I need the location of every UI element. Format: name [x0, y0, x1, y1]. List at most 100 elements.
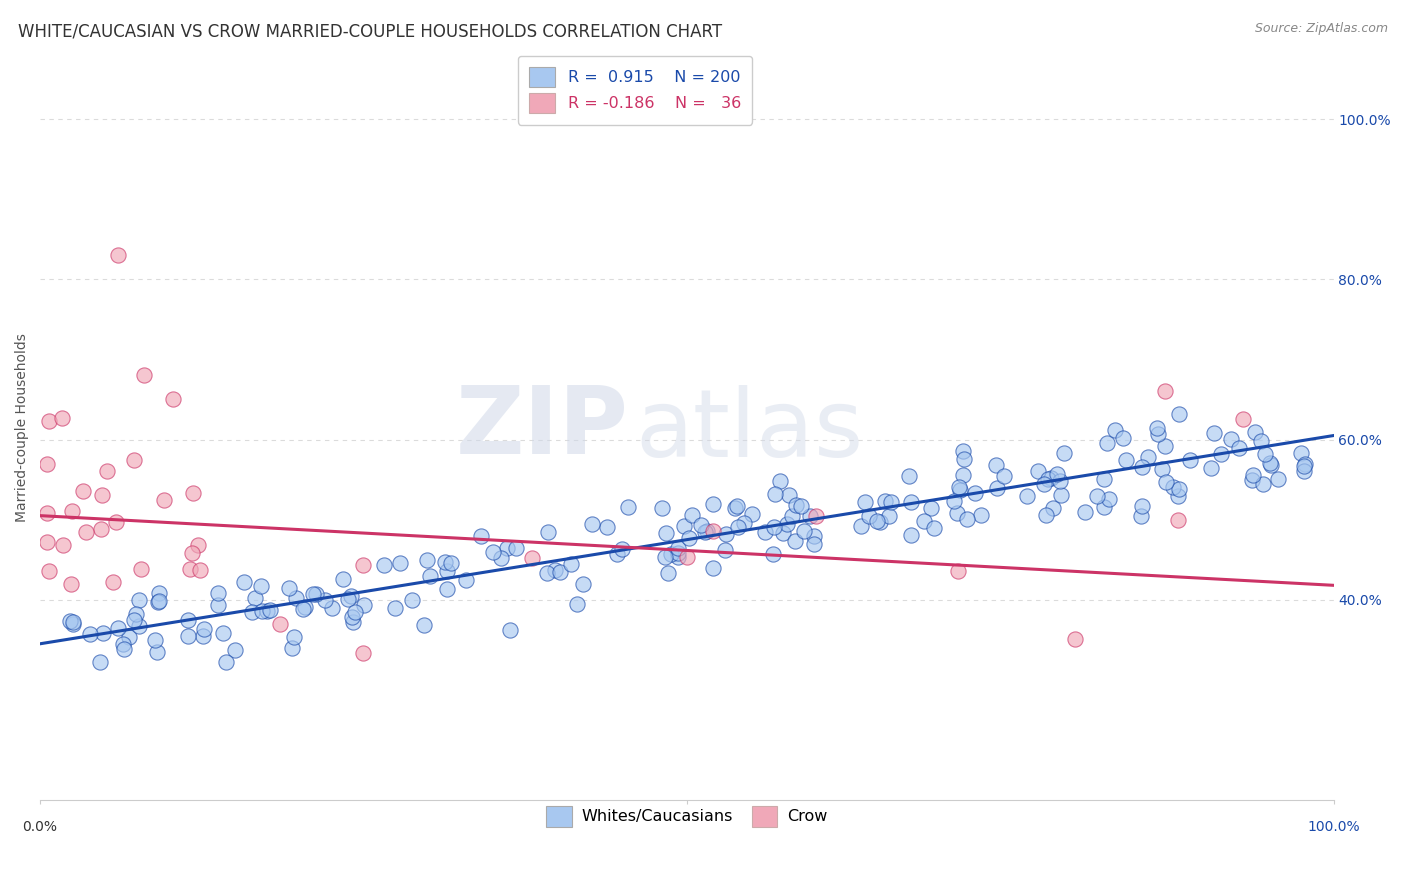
- Point: [606, 547, 628, 561]
- Point: [804, 509, 827, 524]
- Point: [35, 457, 58, 471]
- Point: [690, 518, 713, 533]
- Point: [35, 506, 58, 520]
- Point: [148, 586, 170, 600]
- Point: [1156, 475, 1178, 489]
- Point: [146, 595, 169, 609]
- Point: [1098, 492, 1121, 507]
- Point: [1241, 467, 1264, 482]
- Point: [52, 538, 75, 552]
- Y-axis label: Married-couple Households: Married-couple Households: [15, 333, 30, 522]
- Point: [415, 553, 437, 567]
- Point: [103, 575, 125, 590]
- Point: [440, 557, 463, 571]
- Point: [682, 508, 704, 522]
- Point: [949, 483, 972, 497]
- Point: [1254, 447, 1277, 461]
- Point: [1167, 408, 1189, 422]
- Point: [207, 598, 229, 612]
- Text: 100.0%: 100.0%: [1308, 820, 1360, 834]
- Point: [107, 248, 129, 262]
- Point: [1154, 439, 1177, 453]
- Point: [666, 549, 689, 564]
- Point: [277, 581, 299, 595]
- Point: [858, 509, 880, 524]
- Point: [1150, 462, 1173, 476]
- Point: [803, 529, 825, 543]
- Point: [269, 617, 291, 632]
- Point: [436, 582, 458, 596]
- Point: [772, 526, 794, 541]
- Point: [148, 594, 170, 608]
- Point: [912, 514, 935, 528]
- Point: [1204, 426, 1226, 441]
- Point: [790, 499, 813, 513]
- Point: [610, 541, 633, 556]
- Point: [946, 506, 969, 520]
- Point: [714, 543, 737, 558]
- Point: [763, 487, 786, 501]
- Point: [336, 591, 359, 606]
- Point: [920, 500, 942, 515]
- Point: [1146, 421, 1168, 435]
- Point: [877, 508, 900, 523]
- Point: [1292, 464, 1315, 478]
- Point: [1130, 499, 1153, 513]
- Point: [353, 558, 375, 573]
- Point: [499, 623, 522, 637]
- Point: [321, 601, 343, 615]
- Point: [91, 626, 114, 640]
- Point: [495, 541, 517, 555]
- Point: [520, 550, 543, 565]
- Point: [657, 566, 679, 581]
- Point: [965, 486, 987, 500]
- Point: [733, 516, 755, 530]
- Point: [304, 586, 326, 600]
- Point: [666, 541, 689, 555]
- Point: [342, 615, 364, 630]
- Point: [1250, 434, 1272, 448]
- Point: [655, 525, 678, 540]
- Point: [281, 640, 304, 655]
- Point: [188, 563, 211, 577]
- Point: [207, 585, 229, 599]
- Point: [1219, 432, 1241, 446]
- Point: [35, 534, 58, 549]
- Point: [79, 627, 101, 641]
- Point: [695, 525, 717, 540]
- Point: [470, 529, 492, 543]
- Point: [353, 646, 375, 660]
- Point: [112, 637, 135, 651]
- Point: [785, 499, 807, 513]
- Point: [259, 603, 281, 617]
- Point: [673, 518, 696, 533]
- Point: [124, 613, 146, 627]
- Point: [146, 645, 169, 659]
- Point: [1289, 446, 1312, 460]
- Point: [1292, 458, 1315, 473]
- Point: [1036, 472, 1059, 486]
- Point: [651, 501, 673, 516]
- Point: [59, 615, 82, 629]
- Point: [565, 598, 588, 612]
- Point: [1092, 500, 1115, 514]
- Point: [284, 591, 307, 605]
- Point: [948, 564, 970, 578]
- Point: [953, 452, 976, 467]
- Point: [162, 392, 184, 406]
- Point: [803, 537, 825, 551]
- Point: [292, 602, 315, 616]
- Point: [187, 538, 209, 552]
- Point: [176, 614, 198, 628]
- Point: [128, 593, 150, 607]
- Point: [132, 368, 155, 383]
- Point: [1115, 453, 1137, 467]
- Point: [849, 518, 872, 533]
- Point: [866, 515, 889, 529]
- Text: WHITE/CAUCASIAN VS CROW MARRIED-COUPLE HOUSEHOLDS CORRELATION CHART: WHITE/CAUCASIAN VS CROW MARRIED-COUPLE H…: [18, 22, 723, 40]
- Point: [1052, 446, 1074, 460]
- Point: [419, 569, 441, 583]
- Point: [412, 617, 434, 632]
- Point: [454, 573, 477, 587]
- Point: [301, 586, 323, 600]
